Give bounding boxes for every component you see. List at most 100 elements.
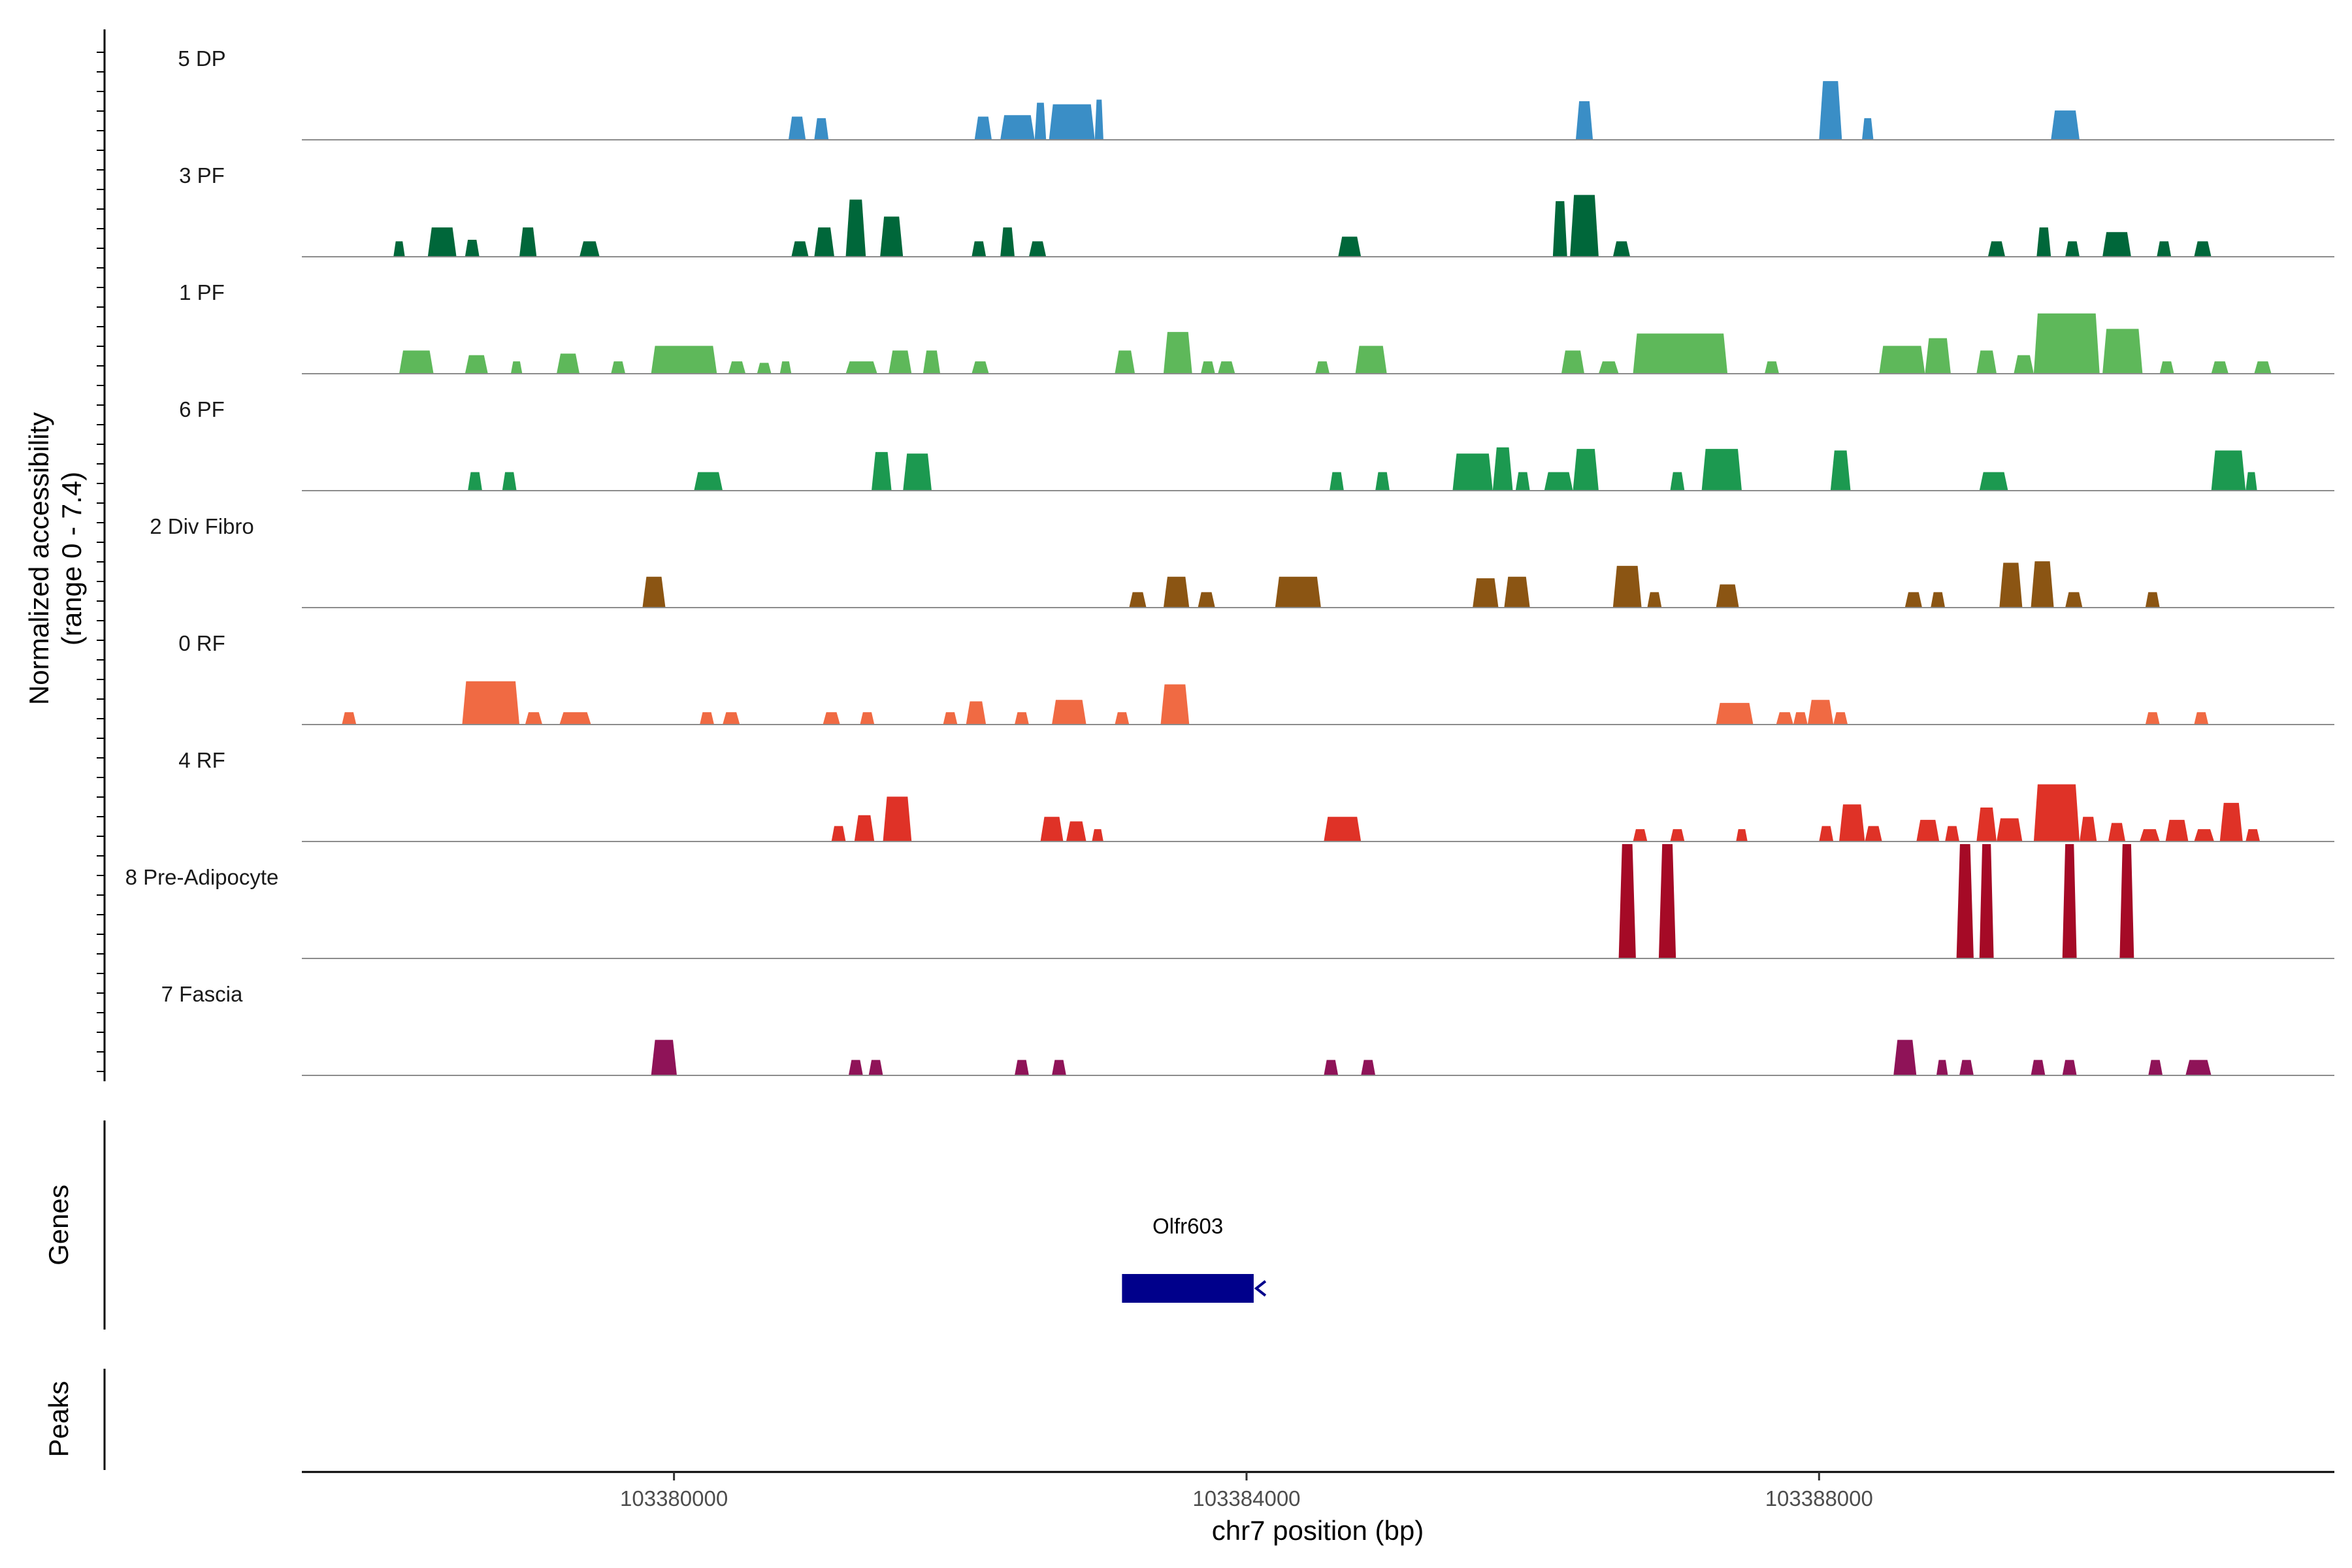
peak bbox=[845, 361, 877, 374]
peak bbox=[510, 361, 523, 374]
peak bbox=[823, 712, 840, 725]
peak bbox=[1633, 829, 1648, 841]
strand-arrow-icon bbox=[1254, 1280, 1267, 1297]
peak bbox=[757, 363, 772, 374]
peak bbox=[2148, 1060, 2163, 1075]
peak bbox=[1612, 241, 1631, 257]
peak bbox=[1570, 195, 1599, 257]
peak bbox=[903, 453, 932, 491]
peak bbox=[1807, 700, 1834, 725]
track-label: 5 DP bbox=[178, 46, 225, 71]
peak bbox=[2145, 592, 2160, 608]
peak bbox=[2211, 450, 2246, 491]
peak bbox=[1375, 472, 1390, 491]
track-2-div-fibro: 2 Div Fibro bbox=[150, 514, 2334, 608]
x-tick-label: 103380000 bbox=[620, 1486, 728, 1511]
peaks-panel-label: Peaks bbox=[43, 1381, 74, 1458]
peak bbox=[791, 241, 809, 257]
genes-track: Olfr603 bbox=[1122, 1214, 1267, 1303]
peak bbox=[2246, 829, 2261, 841]
peak bbox=[1275, 576, 1321, 608]
peak bbox=[1094, 99, 1103, 140]
peak bbox=[468, 472, 482, 491]
peak bbox=[2102, 329, 2143, 374]
track-label: 7 Fascia bbox=[161, 982, 243, 1006]
peak bbox=[2014, 355, 2034, 374]
peak bbox=[2062, 844, 2077, 958]
peak bbox=[2031, 1060, 2046, 1075]
track-label: 6 PF bbox=[179, 397, 225, 421]
peak bbox=[1198, 592, 1215, 608]
peak bbox=[1040, 817, 1064, 841]
peak bbox=[1830, 450, 1851, 491]
peak bbox=[1473, 578, 1499, 608]
peak bbox=[1776, 712, 1793, 725]
x-tick-label: 103388000 bbox=[1765, 1486, 1873, 1511]
peak bbox=[342, 712, 357, 725]
peak bbox=[974, 116, 992, 140]
peak bbox=[462, 681, 519, 725]
peak bbox=[1701, 449, 1742, 491]
peak bbox=[1492, 447, 1513, 491]
peak bbox=[1115, 712, 1130, 725]
peak bbox=[1163, 576, 1190, 608]
track-label: 8 Pre-Adipocyte bbox=[125, 865, 279, 889]
peak bbox=[427, 227, 457, 257]
peak bbox=[943, 712, 958, 725]
peak bbox=[1034, 103, 1047, 140]
peak bbox=[2119, 844, 2134, 958]
peak bbox=[788, 116, 806, 140]
peak bbox=[642, 576, 666, 608]
peak bbox=[525, 712, 543, 725]
peak bbox=[1976, 808, 1997, 841]
peak bbox=[2194, 829, 2214, 841]
peak bbox=[1000, 227, 1015, 257]
peak bbox=[1670, 472, 1685, 491]
peak bbox=[880, 216, 904, 257]
peak bbox=[1612, 566, 1642, 608]
peak bbox=[2051, 110, 2080, 140]
track-3-pf: 3 PF bbox=[179, 163, 2334, 257]
gene-olfr603: Olfr603 bbox=[1122, 1214, 1267, 1303]
peak bbox=[393, 241, 405, 257]
peak bbox=[1015, 1060, 1029, 1075]
peak bbox=[1324, 1060, 1339, 1075]
peak bbox=[1979, 844, 1994, 958]
peak bbox=[1936, 1060, 1948, 1075]
peak bbox=[1839, 804, 1865, 841]
peak bbox=[1633, 333, 1728, 374]
peak bbox=[848, 1060, 863, 1075]
peak bbox=[1000, 115, 1035, 140]
peak bbox=[1925, 338, 1951, 374]
peak bbox=[700, 712, 714, 725]
peak bbox=[1819, 81, 1842, 140]
peak bbox=[2159, 361, 2174, 374]
peak bbox=[2062, 1060, 2077, 1075]
peak bbox=[854, 815, 875, 841]
peak bbox=[860, 712, 875, 725]
peak bbox=[2246, 472, 2257, 491]
peak bbox=[1716, 702, 1754, 725]
peak bbox=[1987, 241, 2006, 257]
peak bbox=[814, 118, 829, 140]
peak bbox=[2145, 712, 2160, 725]
peak bbox=[889, 350, 912, 374]
peak bbox=[519, 227, 537, 257]
x-axis-title: chr7 position (bp) bbox=[1212, 1515, 1424, 1546]
peak bbox=[2165, 819, 2189, 841]
peak bbox=[1200, 361, 1215, 374]
peak bbox=[2065, 592, 2083, 608]
peak bbox=[814, 227, 834, 257]
peak bbox=[1618, 844, 1636, 958]
peak bbox=[557, 353, 580, 374]
accessibility-y-axis bbox=[97, 29, 106, 1081]
peak bbox=[2102, 232, 2131, 257]
peak bbox=[1819, 826, 1834, 841]
peak bbox=[1765, 361, 1779, 374]
x-axis-ticks: 103380000 103384000 103388000 bbox=[620, 1472, 1873, 1511]
peak bbox=[2065, 241, 2080, 257]
peak bbox=[1115, 350, 1135, 374]
peak bbox=[1052, 1060, 1066, 1075]
track-label: 1 PF bbox=[179, 280, 225, 304]
